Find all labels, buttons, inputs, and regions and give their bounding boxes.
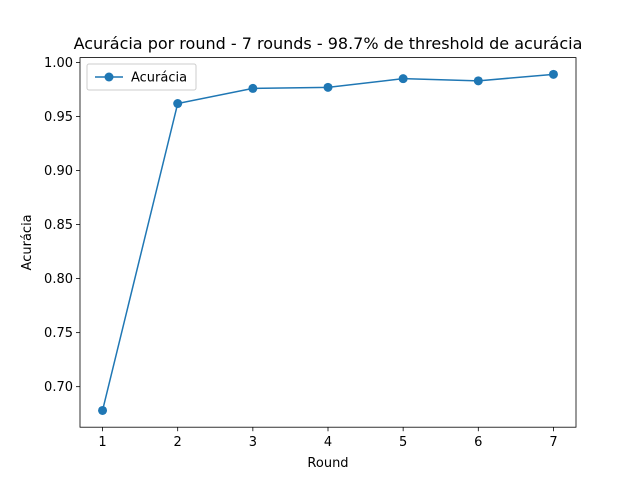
y-tick-label: 0.75 bbox=[44, 326, 73, 341]
series-layer bbox=[98, 69, 558, 415]
x-tick-label: 2 bbox=[174, 435, 182, 450]
x-tick-label: 7 bbox=[549, 435, 557, 450]
legend: Acurácia bbox=[86, 63, 197, 91]
x-tick-label: 6 bbox=[474, 435, 482, 450]
x-tick-label: 5 bbox=[399, 435, 407, 450]
plot-area bbox=[80, 57, 576, 428]
plot-frame bbox=[79, 57, 577, 428]
legend-entry-label: Acurácia bbox=[131, 71, 187, 86]
x-tick-label: 3 bbox=[249, 435, 257, 450]
x-tick-label: 4 bbox=[324, 435, 332, 450]
chart-title: Acurácia por round - 7 rounds - 98.7% de… bbox=[74, 34, 583, 53]
data-point bbox=[248, 83, 258, 93]
data-point bbox=[173, 99, 183, 109]
y-tick-label: 0.85 bbox=[44, 218, 73, 233]
data-point bbox=[473, 76, 483, 86]
data-point bbox=[548, 69, 558, 79]
y-tick-label: 1.00 bbox=[44, 56, 73, 71]
y-tick-label: 0.95 bbox=[44, 110, 73, 125]
legend-marker-sample bbox=[104, 72, 114, 82]
y-tick-label: 0.80 bbox=[44, 272, 73, 287]
data-point bbox=[323, 82, 333, 92]
y-tick-label: 0.70 bbox=[44, 380, 73, 395]
y-axis-label: Acurácia bbox=[20, 214, 35, 270]
x-axis-ticks: 1 2 3 4 5 6 7 bbox=[98, 427, 558, 450]
x-axis-label: Round bbox=[307, 456, 348, 471]
data-point bbox=[98, 405, 108, 415]
legend-box bbox=[86, 63, 197, 91]
data-point bbox=[398, 74, 408, 84]
y-tick-label: 0.90 bbox=[44, 164, 73, 179]
y-axis-ticks: 0.70 0.75 0.80 0.85 0.90 0.95 1.00 bbox=[44, 56, 80, 395]
x-tick-label: 1 bbox=[98, 435, 106, 450]
